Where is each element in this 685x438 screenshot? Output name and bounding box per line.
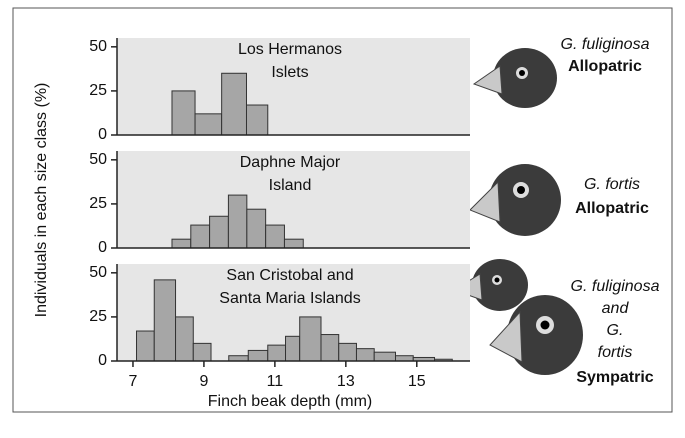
bar (394, 355, 414, 362)
bar (285, 335, 301, 362)
y-tick-label: 0 (98, 239, 107, 256)
bird-head (489, 295, 583, 375)
y-axis-title: Individuals in each size class (%) (33, 83, 50, 318)
panel-title: Daphne Major (240, 154, 341, 171)
status-label: Allopatric (575, 200, 649, 217)
species-label: G. fuliginosa (571, 278, 660, 295)
bar (171, 90, 196, 136)
species-label: G. fortis (584, 176, 640, 193)
bar (320, 334, 340, 362)
y-tick-label: 25 (89, 308, 107, 325)
y-tick-label: 25 (89, 195, 107, 212)
y-tick-label: 50 (89, 264, 107, 281)
plot-background (117, 151, 470, 248)
bar (246, 208, 267, 249)
species-label: and (602, 300, 630, 317)
x-tick-label: 15 (408, 373, 426, 390)
x-axis-title: Finch beak depth (mm) (208, 393, 373, 410)
species-label: G. fuliginosa (561, 36, 650, 53)
panel-title: Los Hermanos (238, 41, 342, 58)
bar (175, 316, 194, 362)
bar (355, 348, 375, 362)
bar (228, 355, 249, 362)
bar (171, 238, 192, 249)
y-tick-label: 50 (89, 38, 107, 55)
bar (373, 351, 396, 362)
y-tick-label: 0 (98, 126, 107, 143)
x-tick-label: 7 (129, 373, 138, 390)
bar (265, 224, 285, 249)
y-tick-label: 25 (89, 82, 107, 99)
status-label: Allopatric (568, 58, 642, 75)
bar (299, 316, 322, 362)
x-tick-label: 9 (199, 373, 208, 390)
x-tick-label: 13 (337, 373, 355, 390)
panel-title: Santa Maria Islands (219, 290, 360, 307)
bar (267, 344, 287, 362)
bar (136, 330, 155, 362)
status-label: Sympatric (576, 369, 653, 386)
species-label: G. (607, 322, 624, 339)
bar (190, 224, 211, 249)
bar (221, 72, 247, 136)
panel-title: San Cristobal and (226, 267, 353, 284)
panel-title: Island (269, 177, 312, 194)
bird-head (469, 164, 561, 236)
panel-title: Islets (271, 64, 308, 81)
bar (283, 238, 304, 249)
bar (194, 113, 223, 136)
x-tick-label: 11 (267, 373, 284, 390)
bar (245, 104, 269, 136)
bar (247, 349, 269, 362)
bar (209, 215, 229, 249)
bird-head (472, 48, 557, 108)
y-tick-label: 0 (98, 352, 107, 369)
y-tick-label: 50 (89, 151, 107, 168)
bar (338, 342, 357, 362)
bar (153, 279, 177, 362)
species-label: fortis (598, 344, 633, 361)
bar (192, 342, 212, 362)
bar (227, 194, 248, 249)
